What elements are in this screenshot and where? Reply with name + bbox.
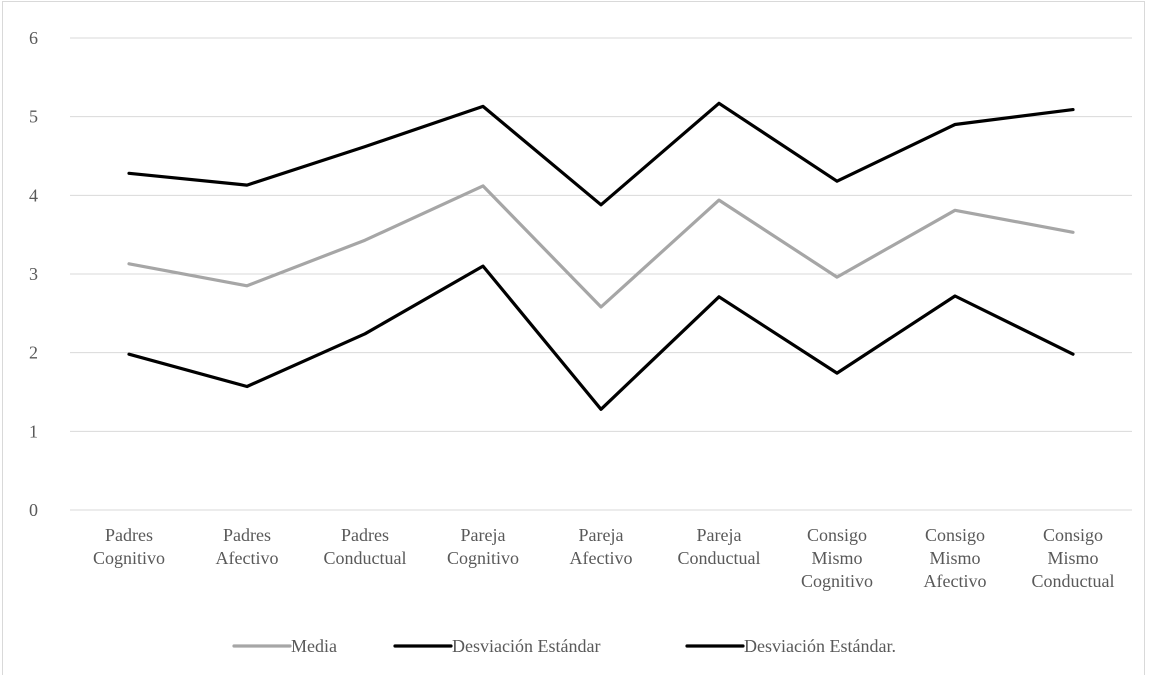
y-tick-label: 6 (29, 28, 38, 48)
x-tick-label-line: Mismo (811, 548, 862, 568)
series-line-1 (127, 184, 1075, 309)
x-tick-label-line: Cognitivo (447, 548, 519, 568)
x-tick-label-line: Consigo (807, 525, 867, 545)
y-tick-label: 5 (29, 107, 38, 127)
x-tick-label: Consigo Mismo Afectivo (924, 525, 987, 591)
series-line-2 (127, 101, 1075, 207)
x-tick-label-line: Mismo (1047, 548, 1098, 568)
x-tick-label-line: Afectivo (924, 571, 987, 591)
x-tick-label-line: Pareja (579, 525, 624, 545)
series-line-3 (127, 264, 1075, 411)
x-tick-label-line: Mismo (929, 548, 980, 568)
x-tick-label: Padres Conductual (324, 525, 407, 568)
x-tick-label: Pareja Conductual (678, 525, 761, 568)
x-tick-label: Padres Afectivo (216, 525, 279, 568)
x-axis-ticks: Padres Cognitivo Padres Afectivo Padres Condu… (93, 525, 1115, 591)
legend: Media Desviación Estándar Desviación Están… (232, 636, 896, 656)
legend-label: Media (291, 636, 337, 656)
x-tick-label: Consigo Mismo Cognitivo (801, 525, 873, 591)
series-lines (127, 101, 1075, 411)
x-tick-label: Pareja Afectivo (570, 525, 633, 568)
y-tick-label: 4 (29, 185, 38, 205)
legend-label: Desviación Estándar. (744, 636, 896, 656)
x-tick-label-line: Conductual (678, 548, 761, 568)
x-tick-label-line: Cognitivo (93, 548, 165, 568)
x-tick-label: Consigo Mismo Conductual (1032, 525, 1115, 591)
x-tick-label-line: Consigo (1043, 525, 1103, 545)
x-tick-label-line: Conductual (1032, 571, 1115, 591)
x-tick-label-line: Cognitivo (801, 571, 873, 591)
x-tick-label-line: Consigo (925, 525, 985, 545)
x-tick-label: Pareja Cognitivo (447, 525, 519, 568)
gridlines (70, 37, 1132, 511)
y-tick-label: 1 (29, 421, 38, 441)
x-tick-label-line: Afectivo (570, 548, 633, 568)
x-tick-label-line: Afectivo (216, 548, 279, 568)
legend-label: Desviación Estándar (452, 636, 600, 656)
x-tick-label-line: Conductual (324, 548, 407, 568)
x-tick-label-line: Padres (105, 525, 153, 545)
y-axis-ticks: 0 1 2 3 4 5 6 (29, 28, 38, 520)
x-tick-label: Padres Cognitivo (93, 525, 165, 568)
x-tick-label-line: Pareja (461, 525, 506, 545)
y-tick-label: 3 (29, 264, 38, 284)
y-tick-label: 0 (29, 500, 38, 520)
x-tick-label-line: Padres (223, 525, 271, 545)
y-tick-label: 2 (29, 343, 38, 363)
x-tick-label-line: Padres (341, 525, 389, 545)
x-tick-label-line: Pareja (697, 525, 742, 545)
